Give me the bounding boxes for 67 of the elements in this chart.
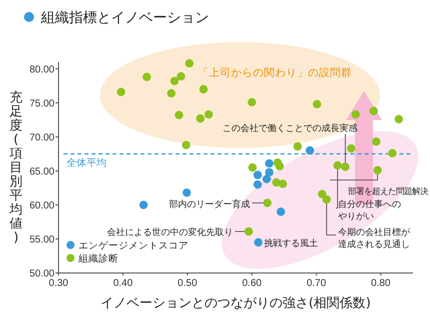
x-tick-label: 0.60 <box>242 278 262 289</box>
point <box>341 162 350 172</box>
y-tick-label: 65.00 <box>29 166 55 178</box>
chart-title: 組織指標とイノベーション <box>40 10 209 26</box>
point <box>182 188 191 197</box>
point <box>254 238 263 247</box>
point <box>293 142 302 151</box>
annotation: 会社による世の中の変化先取り <box>107 227 233 238</box>
annotation: 自分の仕事へのやりがい <box>338 199 401 222</box>
point <box>253 180 262 189</box>
point <box>388 149 397 158</box>
point <box>275 162 284 170</box>
x-tick-label: 0.40 <box>113 278 134 289</box>
y-tick-label: 70.00 <box>29 132 55 144</box>
annotation: 「上司からの関わり」の設問群 <box>198 66 352 79</box>
point <box>394 114 404 124</box>
point <box>351 110 360 119</box>
annotation: 挑戦する風土 <box>264 238 318 249</box>
point <box>369 106 378 116</box>
point <box>174 110 184 120</box>
ref-line-label: 全体平均 <box>66 156 106 169</box>
x-tick-label: 0.50 <box>178 278 198 289</box>
point <box>139 200 148 210</box>
point <box>312 100 322 108</box>
x-tick-label: 0.30 <box>48 278 69 289</box>
legend-label: エンゲージメントスコア <box>78 240 188 252</box>
point <box>182 140 190 150</box>
point <box>333 161 342 170</box>
point <box>199 85 208 94</box>
x-axis-title: イノベーションとのつながりの強さ(相関係数) <box>100 296 371 311</box>
point <box>278 180 287 188</box>
point <box>322 195 331 204</box>
legend-label: 組織診断 <box>78 252 118 264</box>
point <box>276 208 286 216</box>
y-tick-label: 75.00 <box>29 98 55 110</box>
text: 充足度(項目別平均値) <box>10 90 22 246</box>
y-tick-label: 80.00 <box>29 64 55 76</box>
point <box>204 110 213 119</box>
point <box>262 174 271 184</box>
y-tick-label: 55.00 <box>29 234 55 246</box>
y-tick-label: 50.00 <box>29 268 55 280</box>
point <box>170 76 179 86</box>
annotation: 部内のリーダー育成 <box>169 199 250 210</box>
point <box>196 114 204 123</box>
y-tick-label: 60.00 <box>29 200 55 212</box>
point <box>176 72 186 80</box>
point <box>244 227 253 236</box>
point <box>185 59 194 68</box>
point <box>248 163 257 172</box>
point <box>253 170 262 180</box>
annotation: 部署を超えた問題解決 <box>348 186 428 196</box>
point <box>265 168 274 176</box>
point <box>346 144 356 153</box>
annotation: この会社で働くことでの成長実感 <box>222 123 358 134</box>
point <box>263 198 272 208</box>
point <box>116 88 126 96</box>
point <box>372 137 380 146</box>
point <box>318 190 326 198</box>
x-tick-label: 0.80 <box>371 278 391 289</box>
point <box>373 166 382 174</box>
point <box>306 146 314 155</box>
point <box>167 89 176 98</box>
x-tick-label: 0.70 <box>306 278 326 289</box>
point <box>248 98 256 106</box>
point <box>142 72 152 82</box>
point <box>265 159 274 168</box>
annotation: 今期の会社目標が達成される見通し <box>338 227 411 250</box>
